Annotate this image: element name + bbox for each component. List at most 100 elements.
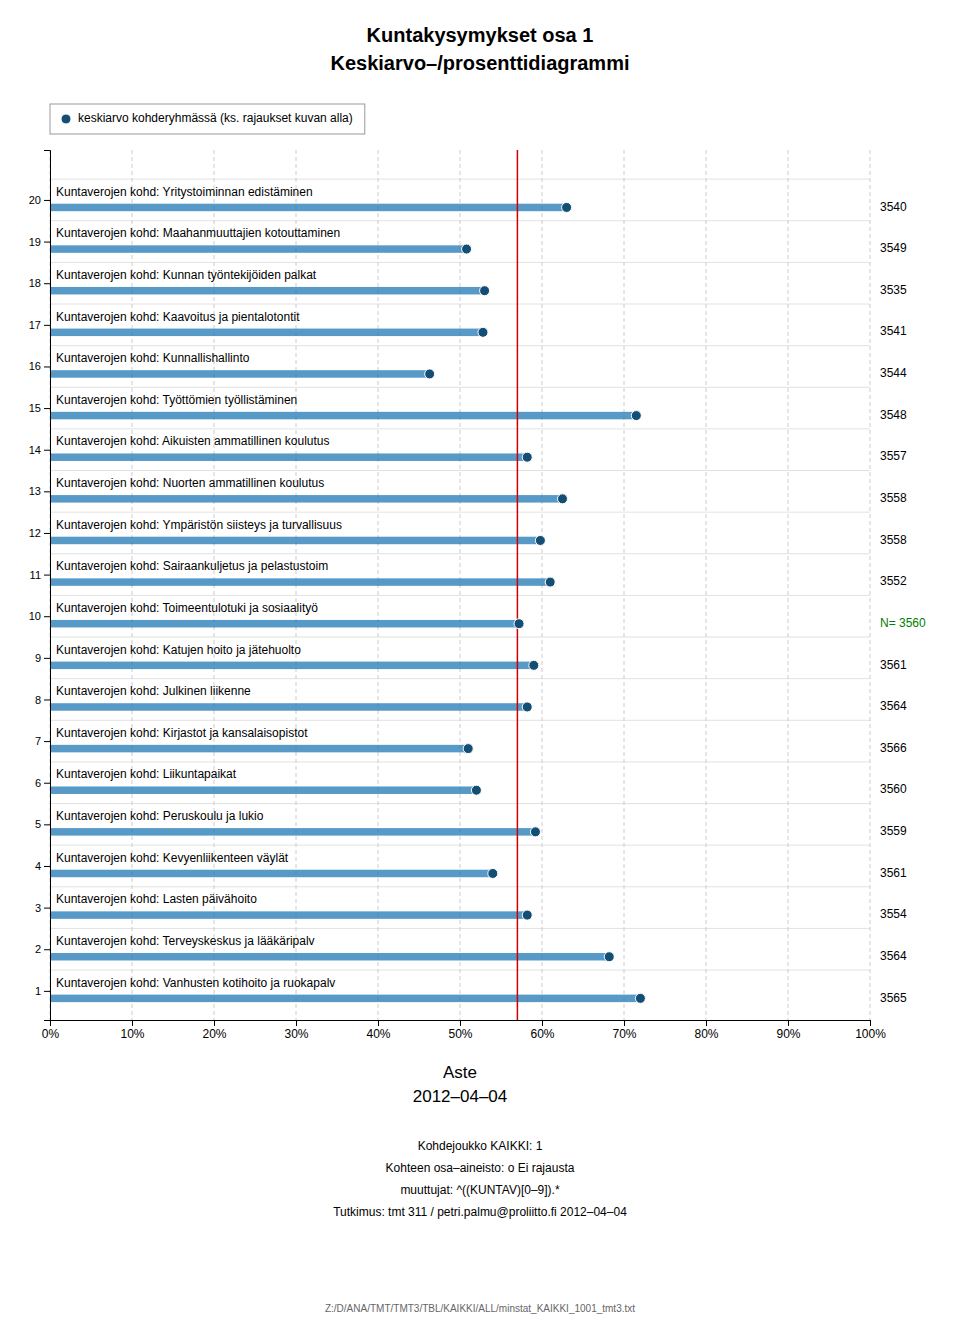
grid-line xyxy=(706,150,707,1020)
n-label: 3558 xyxy=(880,533,907,547)
footer-line: Kohteen osa–aineisto: o Ei rajausta xyxy=(386,1161,575,1175)
tick-label: 14 xyxy=(29,444,41,456)
dot xyxy=(478,327,488,337)
legend-label: keskiarvo kohderyhmässä (ks. rajaukset k… xyxy=(78,111,353,125)
n-label: 3564 xyxy=(880,949,907,963)
tick-mark xyxy=(214,1020,215,1026)
legend: keskiarvo kohderyhmässä (ks. rajaukset k… xyxy=(50,104,365,134)
tick-label: 8 xyxy=(35,693,41,705)
dot xyxy=(545,577,555,587)
x-axis-title: Aste 2012–04–04 xyxy=(413,1063,508,1106)
row-label: Kuntaverojen kohd: Yritystoiminnan edist… xyxy=(56,185,313,199)
tick-label: 20 xyxy=(29,194,41,206)
y-axis: 1234567891011121314151617181920 xyxy=(29,151,51,1021)
dot xyxy=(562,202,572,212)
n-label: 3540 xyxy=(880,200,907,214)
y-tick: 16 xyxy=(29,360,50,372)
tick-label: 12 xyxy=(29,527,41,539)
x-axis-label: Aste xyxy=(443,1063,477,1082)
y-tick: 1 xyxy=(35,985,50,997)
tick-label: 9 xyxy=(35,652,41,664)
row-label: Kuntaverojen kohd: Terveyskeskus ja lääk… xyxy=(56,934,315,948)
n-label: 3560 xyxy=(880,782,907,796)
reference-line xyxy=(517,150,519,1020)
tick-label: 3 xyxy=(35,902,41,914)
grid xyxy=(50,150,870,1020)
x-tick: 80% xyxy=(694,1020,718,1041)
tick-mark xyxy=(44,824,50,825)
y-tick: 19 xyxy=(29,236,50,248)
n-label: 3558 xyxy=(880,491,907,505)
row-label: Kuntaverojen kohd: Peruskoulu ja lukio xyxy=(56,809,264,823)
dot xyxy=(522,452,532,462)
axis-line xyxy=(44,151,51,1021)
tick-mark xyxy=(44,741,50,742)
bar xyxy=(50,287,485,294)
n-labels: 3540354935353541354435483557355835583552… xyxy=(880,200,926,1005)
tick-mark xyxy=(44,408,50,409)
dot xyxy=(480,286,490,296)
y-tick: 12 xyxy=(29,527,50,539)
n-label: 3554 xyxy=(880,907,907,921)
grid-line xyxy=(870,150,871,1020)
n-label: 3557 xyxy=(880,449,907,463)
tick-label: 4 xyxy=(35,860,41,872)
tick-mark xyxy=(44,325,50,326)
tick-mark xyxy=(44,658,50,659)
tick-mark xyxy=(44,575,50,576)
tick-mark xyxy=(44,242,50,243)
bar xyxy=(50,412,636,419)
y-tick: 14 xyxy=(29,444,50,456)
n-label: 3559 xyxy=(880,824,907,838)
x-tick: 90% xyxy=(776,1020,800,1041)
y-tick: 18 xyxy=(29,277,50,289)
tick-label: 13 xyxy=(29,485,41,497)
row-separator xyxy=(50,512,870,513)
bar xyxy=(50,245,467,252)
tick-label: 15 xyxy=(29,402,41,414)
bar xyxy=(50,329,483,336)
row-separator xyxy=(50,428,870,429)
tick-mark xyxy=(44,283,50,284)
x-axis: 0%10%20%30%40%50%60%70%80%90%100% xyxy=(42,1020,886,1041)
tick-label: 90% xyxy=(776,1027,800,1041)
tick-mark xyxy=(378,1020,379,1026)
dot xyxy=(522,702,532,712)
legend-marker xyxy=(61,114,71,124)
row-label: Kuntaverojen kohd: Sairaankuljetus ja pe… xyxy=(56,559,328,573)
row-label: Kuntaverojen kohd: Katujen hoito ja jäte… xyxy=(56,643,301,657)
x-tick: 10% xyxy=(120,1020,144,1041)
footer: Kohdejoukko KAIKKI: 1Kohteen osa–aineist… xyxy=(333,1139,627,1219)
bar xyxy=(50,703,527,710)
y-tick: 20 xyxy=(29,194,50,206)
row-label: Kuntaverojen kohd: Vanhusten kotihoito j… xyxy=(56,976,335,990)
tick-mark xyxy=(788,1020,789,1026)
tick-label: 1 xyxy=(35,985,41,997)
plot: 0%10%20%30%40%50%60%70%80%90%100%1234567… xyxy=(29,150,926,1041)
row-separator xyxy=(50,345,870,346)
bar xyxy=(50,786,476,793)
tick-mark xyxy=(44,450,50,451)
footer-line: muuttujat: ^((KUNTAV)[0–9]).* xyxy=(400,1183,560,1197)
n-label: 3535 xyxy=(880,283,907,297)
row-label: Kuntaverojen kohd: Kevyenliikenteen väyl… xyxy=(56,851,289,865)
row-label: Kuntaverojen kohd: Ympäristön siisteys j… xyxy=(56,518,342,532)
y-tick: 2 xyxy=(35,943,50,955)
n-label: 3548 xyxy=(880,408,907,422)
x-axis-label: 2012–04–04 xyxy=(413,1087,508,1106)
tick-mark xyxy=(44,533,50,534)
row-separator xyxy=(50,595,870,596)
tick-label: 19 xyxy=(29,236,41,248)
tick-mark xyxy=(44,366,50,367)
row-separator xyxy=(50,387,870,388)
tick-mark xyxy=(624,1020,625,1026)
row-label: Kuntaverojen kohd: Toimeentulotuki ja so… xyxy=(56,601,318,615)
tick-mark xyxy=(44,491,50,492)
tick-label: 7 xyxy=(35,735,41,747)
tick-mark xyxy=(44,949,50,950)
y-tick: 5 xyxy=(35,818,50,830)
tick-mark xyxy=(44,908,50,909)
tick-mark xyxy=(44,783,50,784)
y-tick: 6 xyxy=(35,777,50,789)
x-tick: 50% xyxy=(448,1020,472,1041)
